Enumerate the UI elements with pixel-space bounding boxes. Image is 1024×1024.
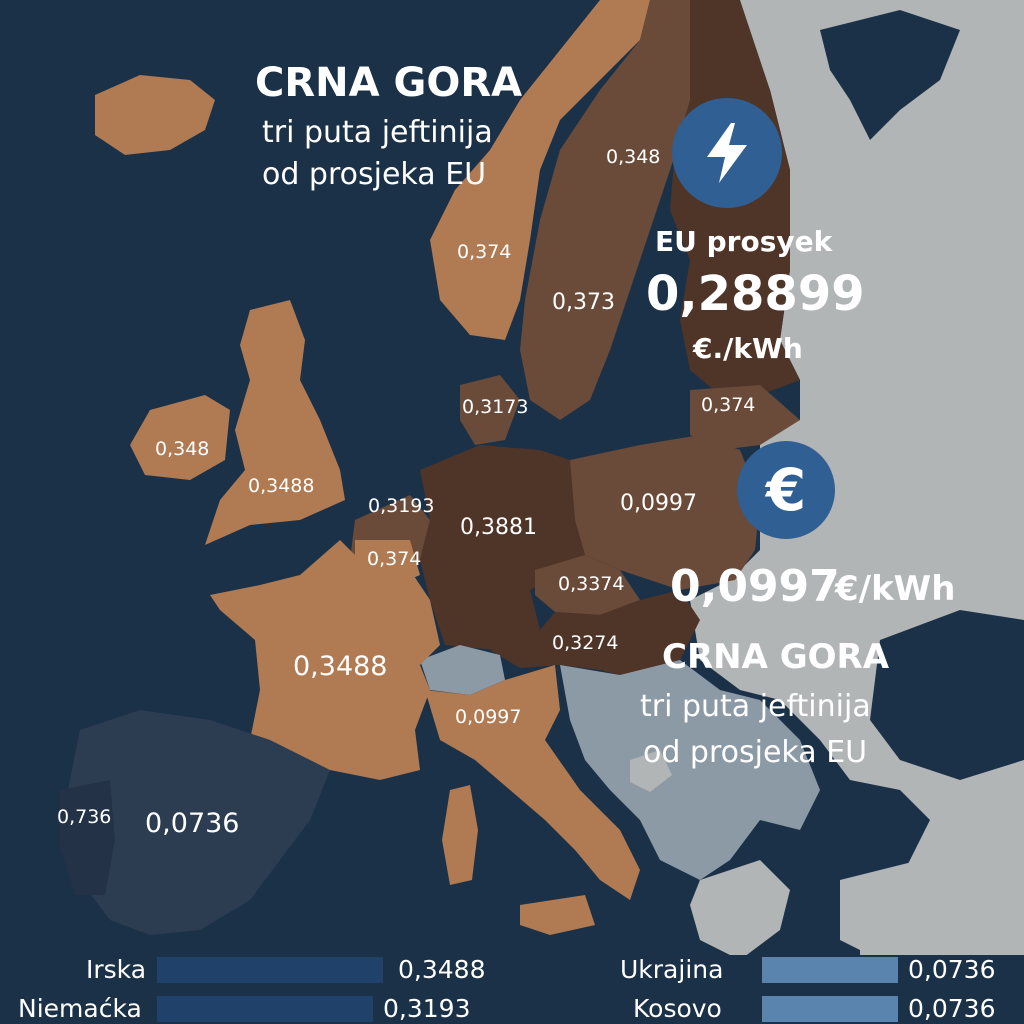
region-switzerland [420, 645, 505, 695]
value-netherlands: 0,3193 [368, 495, 435, 517]
value-baltic: 0,374 [701, 394, 756, 416]
legend-name: Kosovo [633, 994, 722, 1023]
headline-top-line1: tri puta jeftinija [262, 115, 493, 150]
eu-average-label: EU prosyek [655, 225, 833, 258]
region-ireland [130, 395, 230, 480]
legend-row-irska: Irska 0,3488 [0, 955, 1024, 985]
montenegro-price-unit: €/kWh [835, 569, 956, 609]
legend-value: 0,0736 [908, 994, 996, 1023]
region-poland [570, 435, 760, 590]
value-sweden: 0,373 [552, 290, 615, 315]
region-turkey [840, 860, 1024, 970]
legend-name: Niemaćka [18, 994, 142, 1023]
region-uk [205, 300, 345, 545]
value-italy: 0,0997 [455, 706, 522, 728]
region-italy [425, 665, 640, 900]
eu-average-unit: €./kWh [693, 332, 803, 365]
eu-average-value: 0,28899 [646, 266, 865, 322]
region-germany [420, 445, 585, 650]
value-ireland: 0,348 [155, 438, 210, 460]
region-russia-sea [820, 10, 960, 140]
value-uk: 0,3488 [248, 475, 315, 497]
region-greece [690, 860, 790, 960]
region-denmark [460, 375, 520, 445]
legend-bar [762, 957, 898, 983]
lightning-icon [672, 98, 782, 208]
value-spain: 0,0736 [145, 808, 240, 839]
region-norway [430, 0, 650, 340]
headline-top-title: CRNA GORA [255, 60, 523, 106]
region-black-sea [870, 610, 1024, 780]
headline-top-line2: od prosjeka EU [262, 157, 487, 192]
value-czechia: 0,3374 [558, 573, 625, 595]
value-austria: 0,3274 [552, 632, 619, 654]
legend-row-kosovo: Kosovo 0,0736 [0, 994, 1024, 1024]
region-baltics [690, 385, 800, 450]
region-balkans [560, 660, 820, 880]
lightning-glyph [707, 123, 747, 183]
legend-bar [762, 996, 898, 1022]
headline-right-title: CRNA GORA [662, 637, 890, 677]
region-sweden [520, 0, 700, 420]
euro-glyph: € [765, 456, 807, 524]
legend-value: 0,3488 [398, 955, 486, 984]
legend-bar [157, 957, 383, 983]
legend-value: 0,3193 [383, 994, 471, 1023]
value-norway: 0,374 [457, 241, 512, 263]
legend-value: 0,0736 [908, 955, 996, 984]
montenegro-price-value: 0,0997 [670, 561, 840, 612]
value-portugal: 0,736 [57, 806, 112, 828]
region-czechia [535, 555, 640, 615]
headline-right-line2: od prosjeka EU [643, 735, 868, 770]
value-france: 0,3488 [293, 651, 388, 682]
value-finland: 0,348 [606, 146, 661, 168]
region-austria [490, 590, 700, 680]
legend-name: Ukrajina [620, 955, 724, 984]
legend-row-niemacka: Niemaćka 0,3193 [0, 994, 1024, 1024]
value-poland: 0,0997 [620, 491, 697, 516]
region-iceland [95, 75, 215, 155]
region-iberia [60, 710, 330, 935]
legend-name: Irska [86, 955, 147, 984]
headline-right-line1: tri puta jeftinija [640, 689, 871, 724]
legend-row-ukrajina: Ukrajina 0,0736 [0, 955, 1024, 985]
region-montenegro [630, 750, 672, 792]
region-france [210, 540, 440, 780]
region-sardinia [442, 785, 478, 885]
euro-icon: € [737, 441, 835, 539]
value-belgium: 0,374 [367, 548, 422, 570]
region-sicily [520, 895, 595, 935]
value-germany: 0,3881 [460, 515, 537, 540]
value-denmark: 0,3173 [462, 396, 529, 418]
region-portugal [60, 780, 115, 895]
legend-bar [157, 996, 373, 1022]
